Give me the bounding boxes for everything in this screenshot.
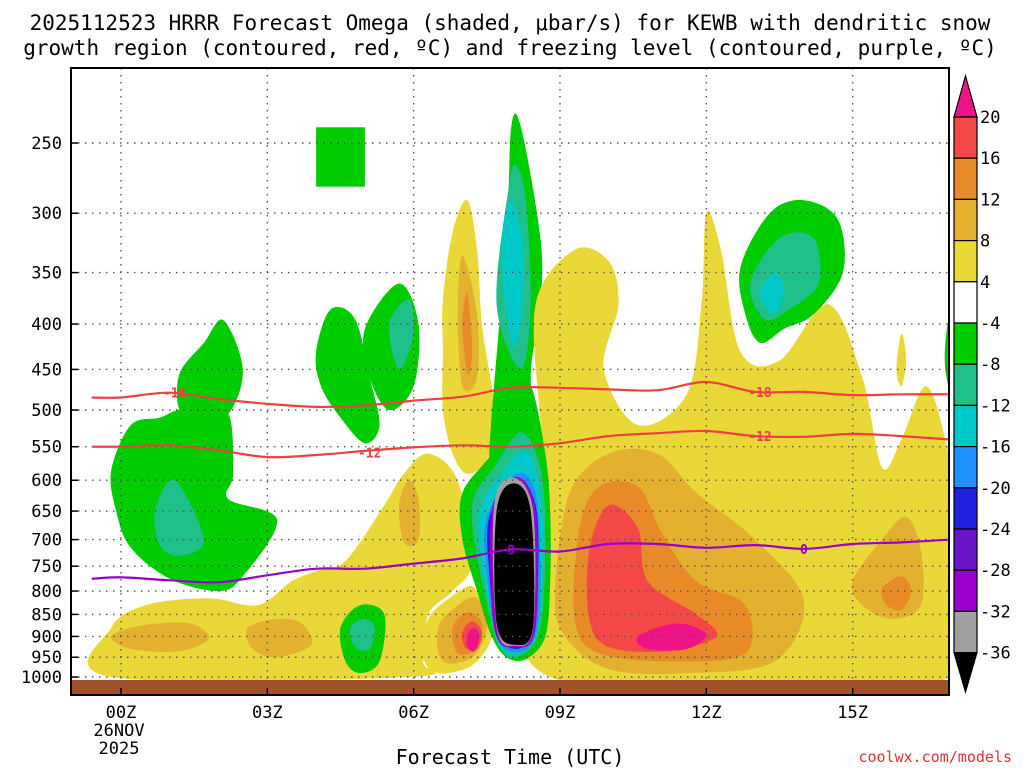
xtick-label-12: 12Z bbox=[691, 703, 722, 723]
chart-title-line1: 2025112523 HRRR Forecast Omega (shaded, … bbox=[30, 11, 991, 35]
omega-region-42 bbox=[944, 315, 949, 388]
site-credit: coolwx.com/models bbox=[858, 748, 1012, 766]
omega-region-3 bbox=[315, 306, 380, 444]
omega-region-1 bbox=[110, 410, 278, 592]
colorbar-swatch--36_-32 bbox=[953, 610, 978, 654]
contour-label-5: 0 bbox=[800, 543, 808, 558]
contour-dendritic-lower bbox=[91, 429, 949, 459]
omega-region-17 bbox=[246, 618, 313, 658]
xtick-label-6: 06Z bbox=[398, 703, 429, 723]
colorbar-swatch--20_-16 bbox=[953, 446, 978, 489]
ytick-label-450: 450 bbox=[31, 360, 62, 380]
colorbar-label-11: -28 bbox=[980, 561, 1011, 581]
temperature-contours bbox=[91, 380, 949, 584]
omega-region-9 bbox=[462, 293, 473, 375]
omega-region-2 bbox=[154, 479, 204, 556]
plot-frame bbox=[70, 67, 950, 696]
colorbar-swatch-above-20 bbox=[953, 73, 978, 118]
colorbar-swatch-4_8 bbox=[953, 240, 978, 283]
colorbar-swatch--4_4 bbox=[953, 281, 978, 324]
ytick-label-600: 600 bbox=[31, 471, 62, 491]
ytick-label-650: 650 bbox=[31, 502, 62, 522]
contour-label-1: -12 bbox=[358, 446, 381, 461]
colorbar-label-6: -8 bbox=[980, 355, 1000, 375]
colorbar-swatch--24_-20 bbox=[953, 487, 978, 530]
contour-label-4: -12 bbox=[748, 430, 771, 445]
x-axis-label: Forecast Time (UTC) bbox=[396, 745, 625, 768]
colorbar-label-2: 12 bbox=[980, 190, 1000, 210]
omega-region-15 bbox=[398, 480, 421, 546]
colorbar-label-4: 4 bbox=[980, 273, 990, 293]
colorbar-swatch-12_16 bbox=[953, 157, 978, 200]
contour-label-3: -18 bbox=[748, 386, 772, 401]
xtick-label-0: 00Z bbox=[106, 703, 137, 723]
colorbar-swatch-16_20 bbox=[953, 116, 978, 159]
colorbar-label-5: -4 bbox=[980, 314, 1000, 334]
omega-shading bbox=[71, 113, 949, 695]
xtick-label-15: 15Z bbox=[837, 703, 868, 723]
xtick-date-line1: 26NOV bbox=[93, 721, 144, 741]
ytick-label-900: 900 bbox=[31, 627, 62, 647]
ytick-label-500: 500 bbox=[31, 401, 62, 421]
colorbar: 20 16 12 8 4 -4 -8 -12 -16 -20 -24 -28 -32 -36 bbox=[953, 73, 1011, 695]
ground-surface bbox=[71, 680, 949, 695]
colorbar-swatch--8_-4 bbox=[953, 322, 978, 365]
omega-region-32 bbox=[494, 483, 535, 646]
ytick-label-400: 400 bbox=[31, 315, 62, 335]
colorbar-label-7: -12 bbox=[980, 396, 1011, 416]
omega-region-43 bbox=[896, 333, 907, 387]
colorbar-label-0: 20 bbox=[980, 108, 1000, 128]
ytick-label-1000: 1000 bbox=[21, 668, 62, 688]
contour-labels: -18 -12 0 -18 -12 0 bbox=[163, 386, 808, 559]
colorbar-label-1: 16 bbox=[980, 149, 1000, 169]
ytick-label-750: 750 bbox=[31, 557, 62, 577]
contour-dendritic-upper bbox=[91, 380, 949, 409]
xtick-date-line2: 2025 bbox=[99, 739, 140, 759]
omega-region-36 bbox=[636, 623, 707, 651]
chart-title-line2: growth region (contoured, red, ºC) and f… bbox=[23, 36, 997, 60]
colorbar-label-3: 8 bbox=[980, 232, 990, 252]
ytick-label-800: 800 bbox=[31, 582, 62, 602]
ytick-label-350: 350 bbox=[31, 264, 62, 284]
ytick-label-950: 950 bbox=[31, 648, 62, 668]
colorbar-swatch--16_-12 bbox=[953, 404, 978, 448]
ytick-label-850: 850 bbox=[31, 605, 62, 625]
colorbar-label-13: -36 bbox=[980, 644, 1011, 664]
colorbar-swatch--12_-8 bbox=[953, 363, 978, 407]
colorbar-label-12: -32 bbox=[980, 602, 1011, 622]
y-axis-ticks: 2503003504004505005506006507007508008509… bbox=[21, 134, 78, 688]
colorbar-swatch-below-minus-36 bbox=[953, 652, 978, 695]
colorbar-label-9: -20 bbox=[980, 479, 1011, 499]
omega-region-24 bbox=[466, 627, 480, 652]
colorbar-swatch--28_-24 bbox=[953, 528, 978, 571]
xtick-label-3: 03Z bbox=[252, 703, 283, 723]
ytick-label-250: 250 bbox=[31, 134, 62, 154]
omega-region-35 bbox=[586, 504, 718, 653]
omega-region-16 bbox=[111, 622, 209, 652]
omega-region-19 bbox=[349, 618, 375, 651]
contour-label-0: -18 bbox=[163, 387, 187, 402]
omega-region-38 bbox=[881, 576, 912, 611]
xtick-label-9: 09Z bbox=[545, 703, 576, 723]
omega-region-12 bbox=[501, 200, 524, 348]
colorbar-swatch--32_-28 bbox=[953, 569, 978, 613]
ytick-label-550: 550 bbox=[31, 438, 62, 458]
contour-label-2: 0 bbox=[507, 543, 515, 558]
ytick-label-700: 700 bbox=[31, 531, 62, 551]
ytick-label-300: 300 bbox=[31, 204, 62, 224]
contour-freezing-level bbox=[91, 538, 949, 584]
colorbar-label-10: -24 bbox=[980, 520, 1011, 540]
colorbar-swatch-8_12 bbox=[953, 198, 978, 242]
colorbar-label-8: -16 bbox=[980, 438, 1011, 458]
omega-region-41 bbox=[760, 272, 785, 315]
omega-region-6 bbox=[316, 127, 365, 187]
omega-region-5 bbox=[389, 299, 415, 370]
